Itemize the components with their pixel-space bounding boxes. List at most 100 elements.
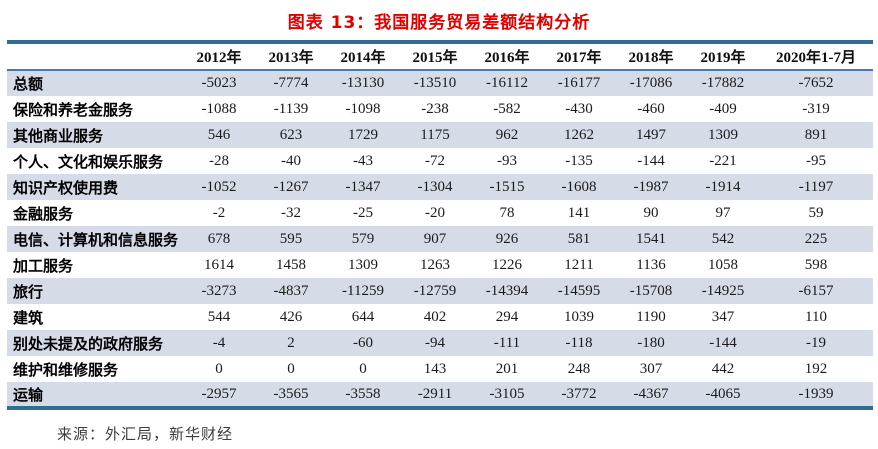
value-cell: -11259 [342, 282, 384, 299]
value-cell: -28 [209, 152, 229, 169]
table-row: 加工服务 1614 1458 1309 1263 1226 1211 1136 1058 598 [7, 252, 873, 278]
value-cell: -118 [565, 334, 593, 351]
value-cell: 1263 [420, 256, 450, 273]
value-cell: -1197 [798, 178, 834, 195]
value-cell: -25 [353, 204, 373, 221]
value-cell: -60 [353, 334, 373, 351]
row-label: 建筑 [13, 308, 44, 327]
value-cell: 248 [567, 360, 591, 377]
value-cell: 201 [495, 360, 519, 377]
value-cell: -19 [806, 334, 826, 351]
table-row: 别处未提及的政府服务 -4 2 -60 -94 -111 -118 -180 -144 -19 [7, 330, 873, 356]
value-cell: -14394 [485, 282, 529, 299]
value-cell: 225 [804, 230, 828, 247]
value-cell: -1987 [633, 178, 669, 195]
value-cell: -2 [212, 204, 226, 221]
value-cell: 595 [279, 230, 303, 247]
value-cell: 59 [808, 204, 824, 221]
table-header: 2012年 2013年 2014年 2015年 2016年 2017年 2018年 2019年… [7, 42, 873, 70]
value-cell: -93 [497, 152, 517, 169]
value-cell: -1052 [201, 178, 237, 195]
value-cell: 644 [351, 308, 375, 325]
value-cell: -1347 [345, 178, 381, 195]
value-cell: -20 [425, 204, 445, 221]
row-label: 运输 [13, 385, 44, 404]
table-row: 金融服务 -2 -32 -25 -20 78 141 90 97 59 [7, 200, 873, 226]
value-cell: -144 [709, 334, 737, 351]
year-header-cell: 2020年1-7月 [776, 50, 856, 66]
row-label: 个人、文化和娱乐服务 [13, 152, 164, 171]
value-cell: 581 [567, 230, 591, 247]
value-cell: -17882 [701, 75, 745, 91]
value-cell: -460 [637, 100, 665, 117]
value-cell: -15708 [629, 282, 673, 299]
row-label: 电信、计算机和信息服务 [13, 230, 179, 249]
table-row: 知识产权使用费 -1052 -1267 -1347 -1304 -1515 -1608 -19… [7, 174, 873, 200]
value-cell: 962 [495, 126, 519, 143]
table-row: 电信、计算机和信息服务 678 595 579 907 926 581 1541 542 225 [7, 226, 873, 252]
value-cell: 141 [567, 204, 591, 221]
value-cell: -3105 [489, 385, 525, 402]
table-row: 其他商业服务 546 623 1729 1175 962 1262 1497 1309 891 [7, 122, 873, 148]
value-cell: 1262 [564, 126, 594, 143]
row-label: 维护和维修服务 [13, 360, 119, 379]
value-cell: -2911 [417, 385, 453, 402]
value-cell: -40 [281, 152, 301, 169]
year-header-cell: 2012年 [196, 50, 242, 66]
year-header-cell: 2016年 [484, 50, 530, 66]
value-cell: 0 [359, 360, 367, 377]
value-cell: 907 [423, 230, 447, 247]
value-cell: -221 [709, 152, 737, 169]
value-cell: -180 [637, 334, 665, 351]
value-cell: -1098 [345, 100, 381, 117]
value-cell: 442 [711, 360, 735, 377]
value-cell: 544 [207, 308, 231, 325]
value-cell: -1939 [798, 385, 834, 402]
value-cell: -2957 [201, 385, 237, 402]
value-cell: 1458 [276, 256, 306, 273]
value-cell: 2 [287, 334, 295, 351]
value-cell: 402 [423, 308, 447, 325]
value-cell: 0 [215, 360, 223, 377]
value-cell: -16177 [557, 75, 601, 91]
value-cell: 294 [495, 308, 519, 325]
value-cell: 1211 [564, 256, 594, 273]
row-label: 知识产权使用费 [13, 178, 119, 197]
table-row: 维护和维修服务 0 0 0 143 201 248 307 442 192 [7, 356, 873, 382]
value-cell: -1304 [417, 178, 453, 195]
row-label: 总额 [13, 75, 44, 93]
row-label: 保险和养老金服务 [13, 100, 134, 119]
value-cell: -3772 [561, 385, 597, 402]
value-cell: -32 [281, 204, 301, 221]
value-cell: -12759 [413, 282, 457, 299]
value-cell: -7652 [798, 75, 834, 91]
value-cell: 347 [711, 308, 735, 325]
trade-balance-table: 2012年 2013年 2014年 2015年 2016年 2017年 2018年 2019年… [7, 40, 873, 410]
year-header-cell: 2019年 [700, 50, 746, 66]
value-cell: 1039 [564, 308, 594, 325]
value-cell: 192 [804, 360, 828, 377]
value-cell: 78 [499, 204, 515, 221]
value-cell: -144 [637, 152, 665, 169]
value-cell: -1914 [705, 178, 741, 195]
value-cell: 1190 [636, 308, 666, 325]
table-row: 个人、文化和娱乐服务 -28 -40 -43 -72 -93 -135 -144 -221 -95 [7, 148, 873, 174]
value-cell: 926 [495, 230, 519, 247]
table-row: 建筑 544 426 644 402 294 1039 1190 347 110 [7, 304, 873, 330]
value-cell: 598 [804, 256, 828, 273]
value-cell: 1309 [708, 126, 738, 143]
row-label: 金融服务 [13, 204, 74, 223]
value-cell: 426 [279, 308, 303, 325]
value-cell: 1309 [348, 256, 378, 273]
source-note: 来源：外汇局，新华财经 [57, 425, 234, 443]
value-cell: 623 [279, 126, 303, 143]
value-cell: 1541 [636, 230, 666, 247]
value-cell: -582 [493, 100, 521, 117]
value-cell: -238 [421, 100, 449, 117]
table-row: 旅行 -3273 -4837 -11259 -12759 -14394 -14595 -157… [7, 278, 873, 304]
row-label: 加工服务 [13, 256, 74, 275]
value-cell: 1058 [708, 256, 738, 273]
value-cell: -14925 [701, 282, 745, 299]
value-cell: -7774 [273, 75, 309, 91]
